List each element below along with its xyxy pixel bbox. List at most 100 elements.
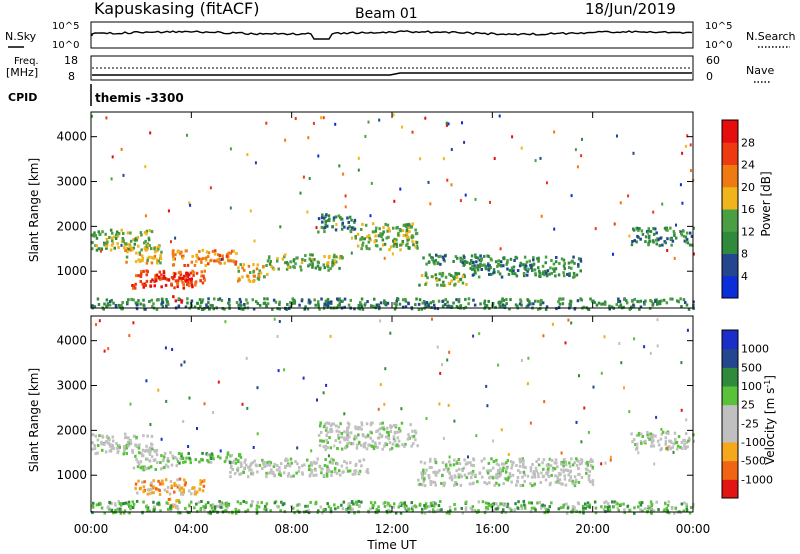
heatmap-cell — [106, 303, 109, 307]
heatmap-cell — [542, 334, 545, 338]
heatmap-cell — [485, 304, 489, 308]
x-tick-label: 16:00 — [475, 522, 510, 536]
heatmap-cell — [275, 464, 279, 467]
heatmap-cell — [564, 461, 568, 465]
heatmap-cell — [338, 430, 341, 434]
heatmap-cell — [290, 461, 293, 465]
heatmap-cell — [420, 474, 424, 478]
heatmap-cell — [199, 304, 202, 308]
heatmap-cell — [537, 256, 540, 260]
heatmap-cell — [97, 230, 100, 234]
heatmap-cell — [218, 260, 221, 264]
heatmap-cell — [433, 260, 436, 264]
heatmap-cell — [171, 503, 174, 507]
heatmap-cell — [229, 147, 232, 151]
heatmap-cell — [190, 260, 194, 264]
heatmap-cell — [171, 454, 174, 458]
heatmap-cell — [263, 297, 266, 301]
heatmap-cell — [201, 281, 205, 285]
heatmap-cell — [425, 417, 428, 420]
heatmap-cell — [544, 255, 548, 259]
heatmap-cell — [141, 259, 144, 263]
freq-trace — [92, 72, 692, 76]
heatmap-cell — [659, 437, 663, 441]
heatmap-cell — [276, 307, 279, 311]
heatmap-cell — [195, 502, 198, 506]
heatmap-cell — [414, 232, 418, 236]
heatmap-cell — [179, 457, 182, 461]
heatmap-cell — [571, 479, 574, 483]
heatmap-cell — [452, 463, 456, 467]
heatmap-cell — [225, 456, 228, 460]
heatmap-cell — [639, 503, 643, 507]
heatmap-cell — [434, 258, 437, 262]
heatmap-cell — [345, 507, 348, 511]
heatmap-cell — [256, 470, 259, 474]
heatmap-cell — [344, 205, 347, 209]
heatmap-cell — [670, 243, 673, 247]
heatmap-cell — [519, 298, 522, 302]
heatmap-cell — [337, 214, 341, 218]
heatmap-cell — [392, 244, 396, 248]
heatmap-cell — [96, 451, 99, 455]
heatmap-cell — [177, 297, 181, 301]
heatmap-cell — [176, 285, 179, 289]
heatmap-cell — [554, 474, 557, 478]
heatmap-cell — [154, 468, 157, 471]
heatmap-cell — [111, 155, 114, 159]
heatmap-cell — [564, 341, 567, 345]
heatmap-cell — [286, 462, 290, 466]
heatmap-cell — [367, 443, 370, 447]
heatmap-cell — [519, 484, 522, 488]
heatmap-cell — [348, 215, 352, 219]
heatmap-cell — [640, 229, 644, 233]
heatmap-cell — [604, 461, 607, 465]
heatmap-cell — [265, 508, 268, 512]
heatmap-cell — [148, 488, 151, 492]
heatmap-cell — [329, 507, 332, 510]
heatmap-cell — [532, 256, 535, 260]
heatmap-cell — [347, 220, 350, 224]
heatmap-cell — [448, 350, 451, 354]
heatmap-cell — [293, 511, 296, 515]
heatmap-cell — [199, 279, 202, 283]
heatmap-cell — [600, 371, 603, 375]
heatmap-cell — [592, 385, 595, 389]
heatmap-cell — [103, 349, 106, 353]
heatmap-cell — [346, 441, 349, 445]
heatmap-cell — [303, 307, 306, 311]
heatmap-cell — [172, 456, 175, 460]
heatmap-cell — [446, 178, 449, 182]
heatmap-cell — [580, 440, 583, 444]
heatmap-cell — [249, 209, 252, 213]
heatmap-cell — [337, 425, 340, 429]
heatmap-cell — [117, 232, 121, 235]
heatmap-cell — [139, 486, 142, 490]
heatmap-cell — [428, 459, 432, 463]
heatmap-cell — [589, 297, 592, 301]
heatmap-cell — [545, 508, 548, 511]
heatmap-cell — [229, 251, 233, 255]
heatmap-cell — [523, 506, 527, 510]
heatmap-cell — [342, 500, 346, 504]
heatmap-cell — [167, 209, 170, 213]
heatmap-cell — [338, 440, 342, 444]
heatmap-cell — [611, 500, 614, 504]
heatmap-cell — [505, 461, 508, 465]
heatmap-cell — [667, 431, 670, 435]
heatmap-cell — [278, 466, 281, 470]
heatmap-cell — [448, 505, 452, 509]
heatmap-cell — [343, 305, 346, 309]
heatmap-cell — [304, 504, 307, 508]
heatmap-cell — [541, 461, 544, 465]
heatmap-cell — [646, 509, 650, 513]
heatmap-cell — [567, 318, 570, 322]
heatmap-cell — [648, 234, 651, 238]
heatmap-cell — [180, 279, 184, 283]
heatmap-cell — [504, 511, 507, 515]
heatmap-cell — [343, 460, 346, 463]
heatmap-cell — [682, 509, 685, 513]
heatmap-cell — [655, 415, 658, 419]
heatmap-cell — [129, 504, 133, 508]
heatmap-cell — [128, 442, 131, 446]
